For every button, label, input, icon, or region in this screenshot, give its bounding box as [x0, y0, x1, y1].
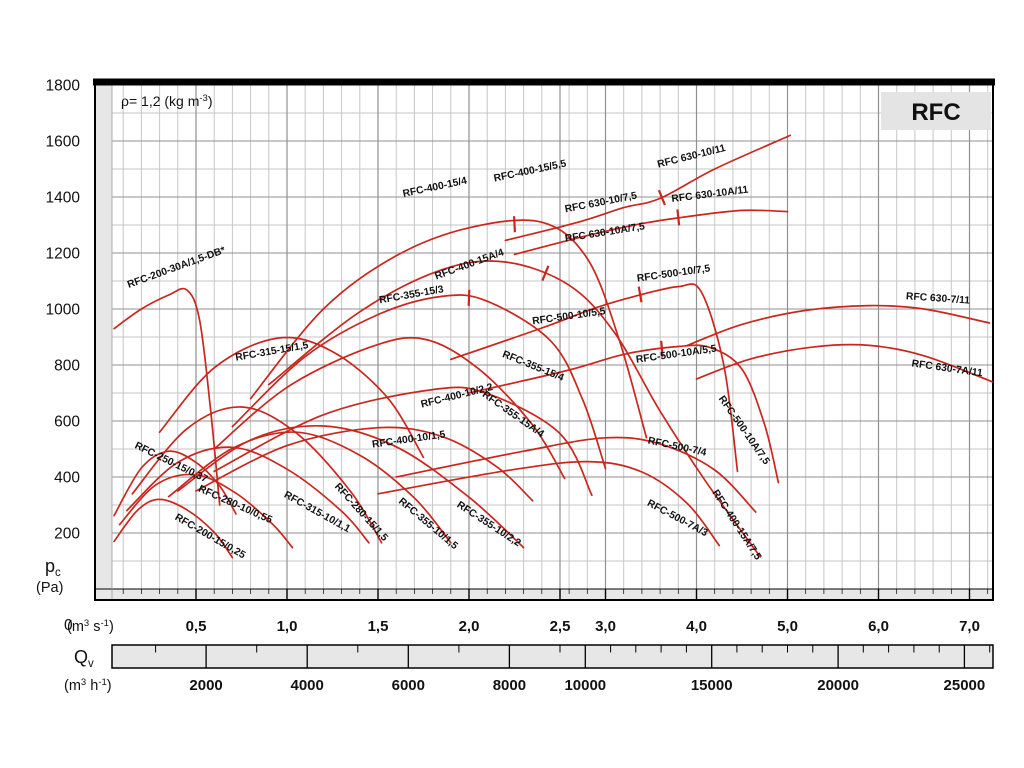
curve-rfc-355-10-1-5 — [167, 431, 452, 544]
y-axis-tick-label: 1600 — [46, 134, 81, 151]
curve-rfc-630-10a — [513, 209, 789, 256]
curve-rfc-280-15-1-5 — [131, 406, 383, 544]
brand-box — [881, 92, 991, 130]
curve-label: RFC 630-7/11 — [906, 291, 971, 306]
y-axis-tick-label: 1000 — [46, 302, 81, 319]
x-axis-h-tick-labels: 2000 4000 6000 8000 10000 15000 20000 25000 — [189, 677, 985, 694]
curve-split-tick — [657, 189, 666, 206]
x-axis-s-tick-label: 1,0 — [277, 618, 298, 635]
x-axis-s-tick-label: 1,5 — [368, 618, 389, 635]
plot-background — [95, 82, 993, 600]
x-axis-h-tick-label: 25000 — [944, 677, 986, 694]
curve-split-tick — [541, 265, 550, 282]
x-axis-h-title: Qv — [74, 647, 94, 670]
curve-split-tick — [467, 289, 471, 306]
m3h-scale-bar — [111, 644, 994, 669]
plot-left-margin-strip — [95, 82, 112, 600]
x-axis-h-tick-label: 6000 — [392, 677, 425, 694]
y-axis-tick-label: 600 — [54, 414, 80, 431]
x-axis-h-tick-label: 2000 — [189, 677, 222, 694]
curve-rfc-315-10-1-1 — [125, 446, 370, 544]
y-axis-unit: (Pa) — [36, 580, 63, 596]
curve-rfc-355-15 — [231, 294, 607, 470]
curve-rfc-200-15-0-25 — [113, 498, 234, 559]
x-axis-h-tick-label: 8000 — [493, 677, 526, 694]
y-axis-tick-label: 1200 — [46, 246, 81, 263]
x-axis-s-tick-label: 7,0 — [959, 618, 980, 635]
curve-rfc-355-15a-4 — [213, 336, 566, 480]
curve-rfc-250-15-0-37 — [113, 450, 237, 517]
y-axis-tick-label: 1800 — [46, 78, 81, 95]
y-axis-tick-label: 200 — [54, 526, 80, 543]
curve-rfc-355-10-2-2 — [176, 424, 525, 549]
curve-split-tick — [512, 216, 517, 233]
curve-rfc-630-7-11 — [686, 304, 991, 347]
curve-rfc-630-7a-11 — [695, 343, 994, 383]
x-axis-s-tick-label: 3,0 — [595, 618, 616, 635]
y-axis-zero-label: 0 — [64, 617, 73, 634]
x-axis-s-tick-label: 2,5 — [550, 618, 571, 635]
x-axis-h-tick-label: 20000 — [817, 677, 859, 694]
plot-bottom-margin-strip — [95, 589, 993, 600]
y-axis-title: pc — [45, 556, 61, 579]
grid — [95, 82, 993, 600]
x-axis-s-ticks — [122, 589, 989, 600]
curve-rfc-315-15-1-5 — [158, 336, 425, 459]
curve-split-tick — [676, 209, 681, 226]
curve-rfc-500-7-4 — [395, 436, 757, 513]
curve-rfc-500-7a-3 — [377, 460, 721, 547]
curve-split-tick — [660, 340, 664, 357]
x-axis-s-tick-label: 0,5 — [186, 618, 207, 635]
curve-rfc-400-15a — [267, 260, 762, 558]
density-annotation: ρ= 1,2 (kg m-3) — [121, 93, 213, 109]
x-axis-s-tick-label: 6,0 — [868, 618, 889, 635]
x-axis-h-ticks — [155, 645, 991, 668]
x-axis-s-tick-label: 4,0 — [686, 618, 707, 635]
x-axis-h-tick-label: 15000 — [691, 677, 733, 694]
x-axis-s-unit: (m3 s-1) — [67, 618, 114, 635]
brand-title: RFC — [911, 99, 960, 126]
curve-rfc-500-10 — [449, 283, 739, 473]
fan-curves — [113, 134, 994, 559]
x-axis-h-tick-label: 10000 — [564, 677, 606, 694]
x-axis-s-tick-label: 2,0 — [459, 618, 480, 635]
y-axis-tick-labels: 1800 1600 1400 1200 1000 800 600 400 200 — [46, 78, 81, 543]
x-axis-s-tick-labels: 0,5 1,0 1,5 2,0 2,5 3,0 4,0 5,0 6,0 7,0 — [186, 618, 980, 635]
x-axis-h-unit: (m3 h-1) — [64, 677, 112, 694]
y-axis-tick-label: 1400 — [46, 190, 81, 207]
x-axis-h-tick-label: 4000 — [291, 677, 324, 694]
y-axis-tick-label: 800 — [54, 358, 80, 375]
curve-split-tick — [637, 286, 643, 303]
y-axis-tick-label: 400 — [54, 470, 80, 487]
x-axis-s-tick-label: 5,0 — [777, 618, 798, 635]
curve-rfc-630-10 — [504, 134, 792, 242]
